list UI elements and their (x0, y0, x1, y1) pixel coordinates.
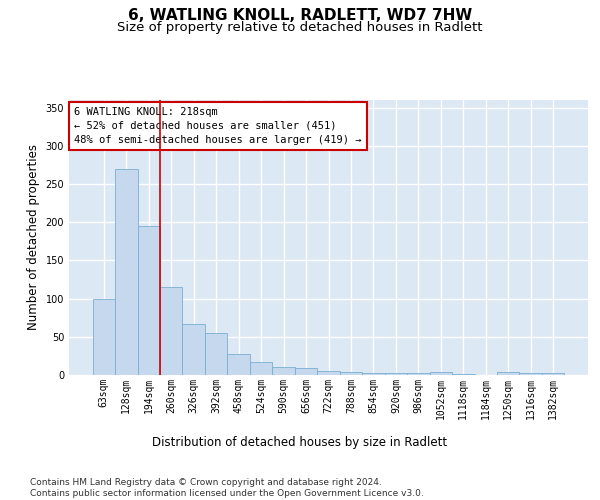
Bar (160, 287, 182, 375)
Bar (520, 374, 542, 375)
Text: Size of property relative to detached houses in Radlett: Size of property relative to detached ho… (117, 21, 483, 34)
Text: 6 WATLING KNOLL: 218sqm
← 52% of detached houses are smaller (451)
48% of semi-d: 6 WATLING KNOLL: 218sqm ← 52% of detache… (74, 107, 362, 145)
Bar (92, 298, 115, 375)
Bar (227, 354, 250, 375)
Bar (205, 333, 227, 375)
Bar (295, 368, 317, 375)
Bar (340, 372, 362, 375)
Bar (137, 226, 160, 375)
Bar (385, 372, 407, 375)
Bar (452, 374, 475, 375)
Bar (430, 372, 452, 375)
Text: Contains HM Land Registry data © Crown copyright and database right 2024.
Contai: Contains HM Land Registry data © Crown c… (30, 478, 424, 498)
Bar (407, 374, 430, 375)
Bar (272, 368, 295, 375)
Bar (115, 169, 137, 375)
Bar (362, 372, 385, 375)
Y-axis label: Number of detached properties: Number of detached properties (27, 144, 40, 330)
Text: Distribution of detached houses by size in Radlett: Distribution of detached houses by size … (152, 436, 448, 449)
Bar (250, 362, 272, 375)
Bar (497, 372, 520, 375)
Bar (182, 324, 205, 375)
Text: 6, WATLING KNOLL, RADLETT, WD7 7HW: 6, WATLING KNOLL, RADLETT, WD7 7HW (128, 8, 472, 22)
Bar (317, 371, 340, 375)
Bar (542, 374, 565, 375)
